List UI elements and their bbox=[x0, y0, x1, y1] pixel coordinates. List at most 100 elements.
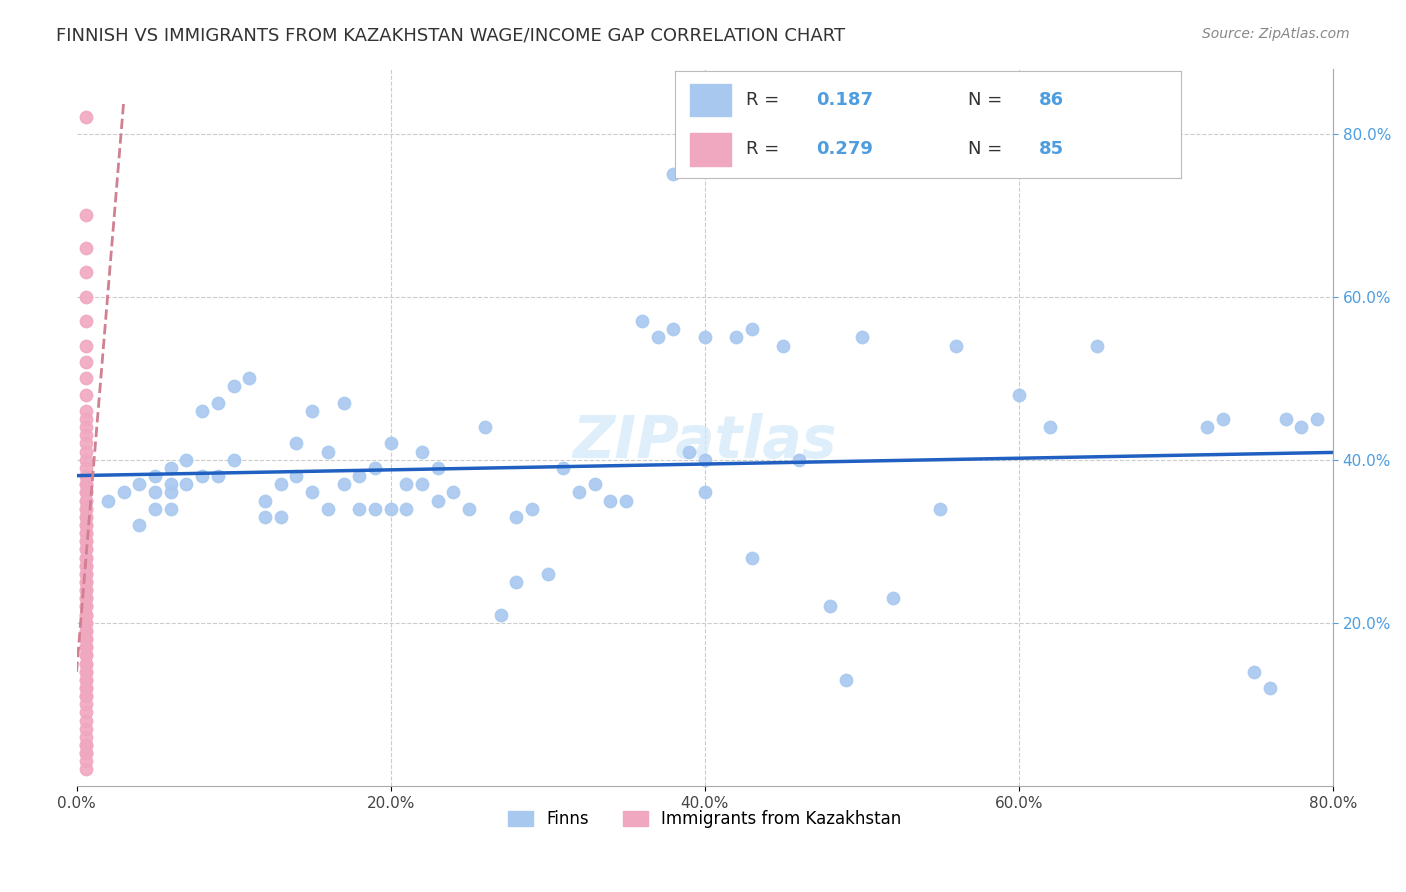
Point bbox=[75, 550, 97, 565]
Point bbox=[75, 290, 97, 304]
Point bbox=[662, 168, 685, 182]
Point bbox=[75, 566, 97, 581]
Point bbox=[75, 518, 97, 533]
Point bbox=[75, 493, 97, 508]
Point bbox=[75, 591, 97, 606]
Text: 85: 85 bbox=[1039, 141, 1064, 159]
Point bbox=[75, 714, 97, 728]
Point bbox=[75, 574, 97, 589]
Point bbox=[75, 485, 97, 500]
Point bbox=[693, 330, 716, 344]
Point bbox=[599, 493, 621, 508]
Point bbox=[75, 534, 97, 549]
Point bbox=[75, 526, 97, 541]
Text: FINNISH VS IMMIGRANTS FROM KAZAKHSTAN WAGE/INCOME GAP CORRELATION CHART: FINNISH VS IMMIGRANTS FROM KAZAKHSTAN WA… bbox=[56, 27, 845, 45]
Point bbox=[253, 493, 276, 508]
Point bbox=[75, 706, 97, 720]
Point bbox=[75, 436, 97, 450]
Point bbox=[505, 509, 527, 524]
Point bbox=[207, 469, 229, 483]
Point bbox=[75, 371, 97, 385]
Point bbox=[458, 501, 481, 516]
Point bbox=[1212, 412, 1234, 426]
Point bbox=[741, 550, 763, 565]
Point bbox=[75, 755, 97, 769]
Point bbox=[75, 689, 97, 703]
Point bbox=[647, 330, 669, 344]
Text: N =: N = bbox=[969, 91, 1008, 109]
Point bbox=[332, 395, 354, 409]
Point bbox=[1197, 420, 1219, 434]
Point bbox=[1306, 412, 1329, 426]
Point bbox=[75, 509, 97, 524]
Point bbox=[75, 648, 97, 663]
Point bbox=[75, 355, 97, 369]
Point bbox=[75, 509, 97, 524]
Point bbox=[75, 493, 97, 508]
Point bbox=[614, 493, 637, 508]
Point bbox=[1291, 420, 1313, 434]
Point bbox=[380, 436, 402, 450]
Point bbox=[75, 501, 97, 516]
Point bbox=[75, 469, 97, 483]
Point bbox=[75, 624, 97, 638]
Point bbox=[75, 681, 97, 695]
Point bbox=[75, 518, 97, 533]
Point bbox=[75, 648, 97, 663]
Point bbox=[882, 591, 904, 606]
Point bbox=[143, 485, 166, 500]
Point bbox=[364, 461, 387, 475]
Point bbox=[441, 485, 464, 500]
Point bbox=[1258, 681, 1281, 695]
Point bbox=[75, 599, 97, 614]
Point bbox=[75, 615, 97, 630]
Point bbox=[75, 583, 97, 598]
Point bbox=[316, 444, 339, 458]
Point bbox=[75, 111, 97, 125]
Point bbox=[75, 558, 97, 573]
Point bbox=[75, 241, 97, 255]
FancyBboxPatch shape bbox=[690, 84, 731, 116]
Point bbox=[75, 591, 97, 606]
Point bbox=[159, 477, 181, 491]
Point bbox=[285, 469, 308, 483]
Point bbox=[75, 526, 97, 541]
Point bbox=[75, 566, 97, 581]
Point bbox=[75, 501, 97, 516]
Point bbox=[489, 607, 512, 622]
Point bbox=[1039, 420, 1062, 434]
Point bbox=[75, 314, 97, 328]
Point bbox=[75, 640, 97, 655]
Point bbox=[380, 501, 402, 516]
Text: ZIPatlas: ZIPatlas bbox=[572, 413, 837, 470]
Point bbox=[75, 583, 97, 598]
Point bbox=[662, 322, 685, 336]
Point bbox=[75, 550, 97, 565]
Point bbox=[75, 542, 97, 557]
Point bbox=[222, 452, 245, 467]
Point bbox=[1274, 412, 1296, 426]
Text: 0.279: 0.279 bbox=[817, 141, 873, 159]
Text: 0.187: 0.187 bbox=[817, 91, 873, 109]
Point bbox=[191, 404, 214, 418]
Point bbox=[222, 379, 245, 393]
Point bbox=[426, 461, 449, 475]
Point bbox=[364, 501, 387, 516]
Point bbox=[75, 208, 97, 222]
Point bbox=[75, 607, 97, 622]
Point bbox=[631, 314, 654, 328]
Point bbox=[347, 469, 370, 483]
Point bbox=[75, 698, 97, 712]
Point bbox=[75, 640, 97, 655]
Point bbox=[1085, 338, 1108, 352]
Point bbox=[75, 665, 97, 679]
Point bbox=[75, 412, 97, 426]
Point bbox=[238, 371, 260, 385]
Point bbox=[75, 681, 97, 695]
Point bbox=[75, 632, 97, 646]
Point bbox=[75, 657, 97, 671]
Point bbox=[75, 599, 97, 614]
Point bbox=[395, 501, 418, 516]
Point bbox=[1008, 387, 1031, 401]
Point bbox=[75, 558, 97, 573]
